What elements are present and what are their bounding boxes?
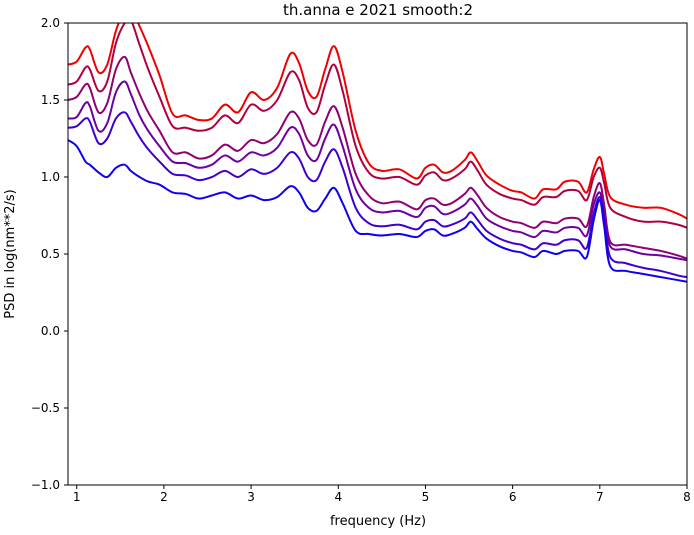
y-tick-label: −0.5 — [31, 401, 60, 415]
y-tick-label: 2.0 — [41, 16, 60, 30]
x-tick-label: 6 — [509, 490, 517, 504]
series-line-4 — [68, 80, 687, 262]
x-tick-label: 4 — [334, 490, 342, 504]
series-layer — [68, 23, 687, 283]
y-tick-label: −1.0 — [31, 478, 60, 492]
x-tick-label: 5 — [422, 490, 430, 504]
x-tick-label: 8 — [683, 490, 691, 504]
x-tick-label: 1 — [73, 490, 81, 504]
series-line-5 — [68, 111, 687, 279]
x-tick-label: 7 — [596, 490, 604, 504]
x-axis-ticks: 1 2 3 4 5 6 7 8 — [73, 485, 691, 504]
y-tick-label: 1.0 — [41, 170, 60, 184]
x-tick-label: 2 — [160, 490, 168, 504]
y-axis-label: PSD in log(nm**2/s) — [3, 189, 18, 319]
y-tick-label: 0.5 — [41, 247, 60, 261]
x-axis-label: frequency (Hz) — [330, 514, 426, 529]
series-line-2 — [68, 23, 687, 229]
y-tick-label: 0.0 — [41, 324, 60, 338]
series-line-1 — [68, 23, 687, 220]
plot-area-frame — [67, 22, 688, 486]
series-line-6 — [68, 139, 687, 283]
y-axis-ticks: −1.0 −0.5 0.0 0.5 1.0 1.5 2.0 — [31, 16, 68, 492]
x-tick-label: 3 — [247, 490, 255, 504]
y-tick-label: 1.5 — [41, 93, 60, 107]
series-line-3 — [68, 55, 687, 260]
chart-title: th.anna e 2021 smooth:2 — [283, 1, 473, 19]
